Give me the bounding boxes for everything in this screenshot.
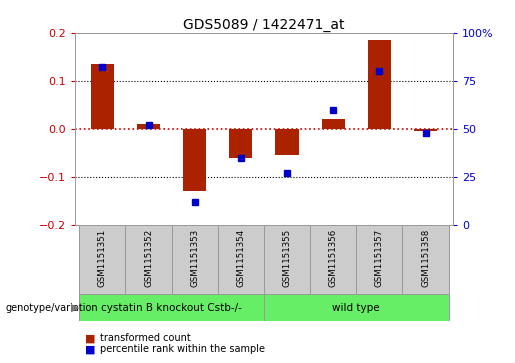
Bar xyxy=(322,119,345,129)
Text: GSM1151358: GSM1151358 xyxy=(421,229,430,287)
Bar xyxy=(171,225,218,294)
Text: transformed count: transformed count xyxy=(100,333,191,343)
Text: GSM1151357: GSM1151357 xyxy=(375,229,384,287)
Text: GSM1151356: GSM1151356 xyxy=(329,229,338,287)
Text: GSM1151354: GSM1151354 xyxy=(236,229,245,287)
Bar xyxy=(264,225,310,294)
Title: GDS5089 / 1422471_at: GDS5089 / 1422471_at xyxy=(183,18,345,32)
Bar xyxy=(183,129,206,191)
Text: genotype/variation: genotype/variation xyxy=(5,303,98,313)
Bar xyxy=(310,225,356,294)
Bar xyxy=(79,294,264,321)
Bar xyxy=(79,225,126,294)
Text: GSM1151352: GSM1151352 xyxy=(144,229,153,287)
Bar xyxy=(91,64,114,129)
Bar xyxy=(137,124,160,129)
Text: ▶: ▶ xyxy=(71,303,80,313)
Bar xyxy=(126,225,171,294)
Bar xyxy=(414,129,437,131)
Text: ■: ■ xyxy=(85,333,95,343)
Bar xyxy=(276,129,299,155)
Bar xyxy=(368,40,391,129)
Text: GSM1151355: GSM1151355 xyxy=(283,229,291,287)
Bar xyxy=(218,225,264,294)
Text: cystatin B knockout Cstb-/-: cystatin B knockout Cstb-/- xyxy=(101,303,242,313)
Text: ■: ■ xyxy=(85,344,95,354)
Bar xyxy=(402,225,449,294)
Text: percentile rank within the sample: percentile rank within the sample xyxy=(100,344,265,354)
Text: GSM1151351: GSM1151351 xyxy=(98,229,107,287)
Bar xyxy=(264,294,449,321)
Text: wild type: wild type xyxy=(333,303,380,313)
Bar xyxy=(356,225,402,294)
Bar xyxy=(229,129,252,158)
Text: GSM1151353: GSM1151353 xyxy=(190,229,199,287)
